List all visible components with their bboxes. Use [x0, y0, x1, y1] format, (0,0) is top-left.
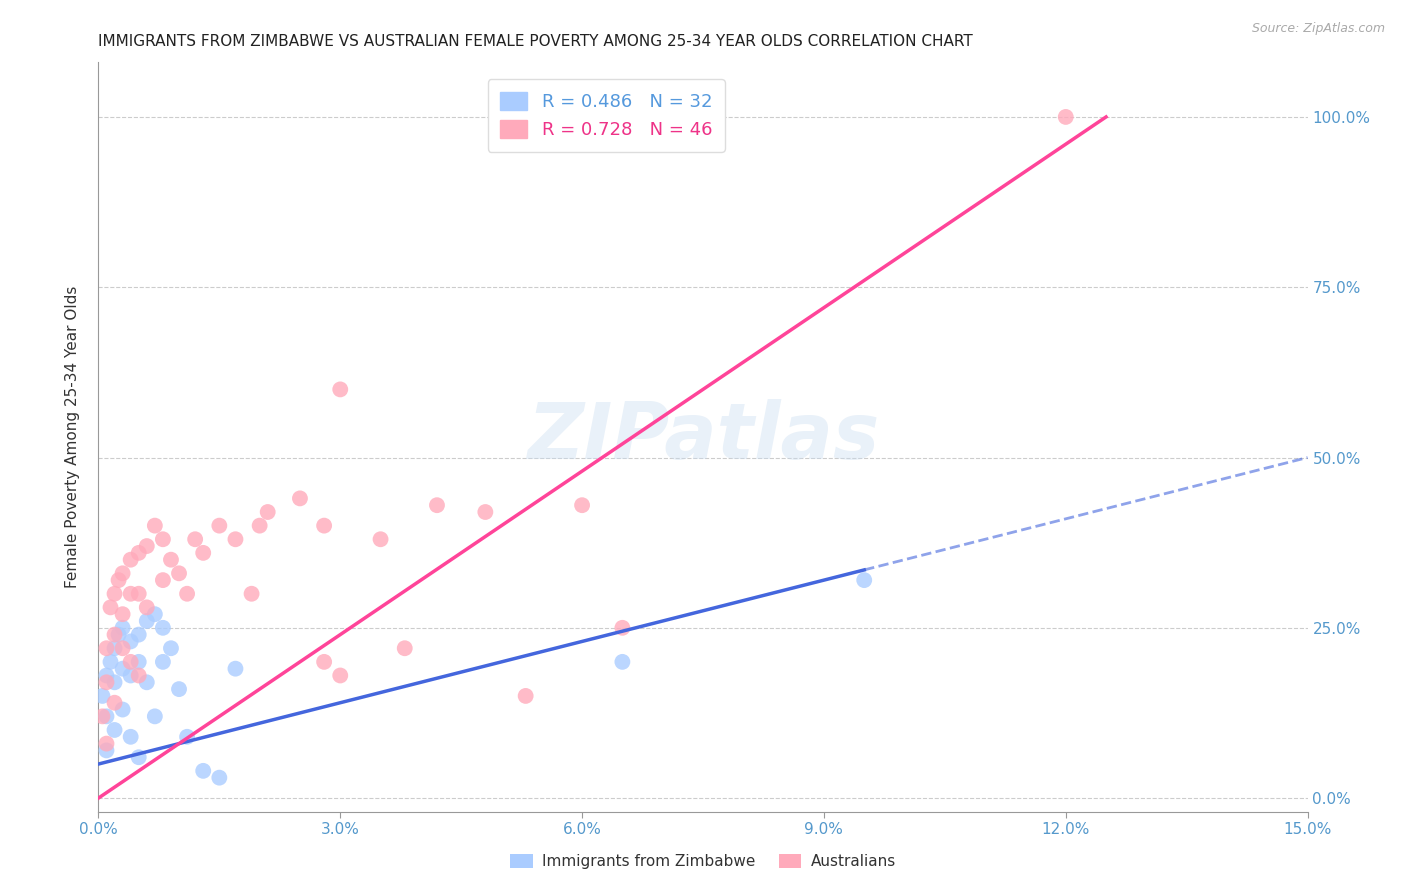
- Point: [111, 607, 134, 622]
- Point: [96, 641, 118, 656]
- Point: [128, 546, 150, 560]
- Point: [474, 505, 496, 519]
- Point: [100, 600, 122, 615]
- Point: [314, 518, 336, 533]
- Point: [394, 641, 416, 656]
- Text: Source: ZipAtlas.com: Source: ZipAtlas.com: [1251, 22, 1385, 36]
- Point: [152, 621, 174, 635]
- Point: [135, 539, 157, 553]
- Point: [143, 709, 166, 723]
- Point: [571, 498, 593, 512]
- Text: IMMIGRANTS FROM ZIMBABWE VS AUSTRALIAN FEMALE POVERTY AMONG 25-34 YEAR OLDS CORR: IMMIGRANTS FROM ZIMBABWE VS AUSTRALIAN F…: [98, 34, 973, 49]
- Point: [120, 668, 142, 682]
- Point: [515, 689, 537, 703]
- Point: [135, 675, 157, 690]
- Point: [288, 491, 311, 506]
- Point: [176, 730, 198, 744]
- Point: [103, 627, 125, 641]
- Point: [128, 668, 150, 682]
- Legend: Immigrants from Zimbabwe, Australians: Immigrants from Zimbabwe, Australians: [503, 848, 903, 875]
- Point: [103, 675, 125, 690]
- Point: [135, 614, 157, 628]
- Point: [120, 634, 142, 648]
- Point: [176, 587, 198, 601]
- Point: [184, 533, 207, 547]
- Point: [96, 743, 118, 757]
- Point: [111, 662, 134, 676]
- Point: [96, 709, 118, 723]
- Point: [91, 689, 114, 703]
- Point: [224, 533, 246, 547]
- Point: [208, 771, 231, 785]
- Point: [612, 621, 634, 635]
- Point: [135, 600, 157, 615]
- Point: [103, 587, 125, 601]
- Point: [128, 655, 150, 669]
- Point: [111, 621, 134, 635]
- Y-axis label: Female Poverty Among 25-34 Year Olds: Female Poverty Among 25-34 Year Olds: [65, 286, 80, 588]
- Point: [96, 675, 118, 690]
- Point: [240, 587, 263, 601]
- Point: [91, 709, 114, 723]
- Point: [143, 518, 166, 533]
- Point: [612, 655, 634, 669]
- Point: [111, 566, 134, 581]
- Point: [314, 655, 336, 669]
- Point: [329, 668, 352, 682]
- Point: [103, 696, 125, 710]
- Point: [111, 641, 134, 656]
- Point: [167, 682, 190, 697]
- Point: [128, 587, 150, 601]
- Point: [160, 641, 183, 656]
- Point: [152, 573, 174, 587]
- Point: [103, 641, 125, 656]
- Point: [107, 573, 129, 587]
- Point: [128, 750, 150, 764]
- Point: [120, 730, 142, 744]
- Point: [256, 505, 278, 519]
- Point: [160, 552, 183, 566]
- Point: [329, 383, 352, 397]
- Point: [120, 552, 142, 566]
- Point: [224, 662, 246, 676]
- Point: [120, 587, 142, 601]
- Point: [193, 764, 215, 778]
- Point: [208, 518, 231, 533]
- Point: [193, 546, 215, 560]
- Text: ZIPatlas: ZIPatlas: [527, 399, 879, 475]
- Point: [111, 702, 134, 716]
- Point: [426, 498, 449, 512]
- Point: [1054, 110, 1077, 124]
- Point: [143, 607, 166, 622]
- Point: [96, 737, 118, 751]
- Point: [107, 627, 129, 641]
- Point: [249, 518, 271, 533]
- Point: [152, 655, 174, 669]
- Point: [120, 655, 142, 669]
- Point: [167, 566, 190, 581]
- Point: [96, 668, 118, 682]
- Legend: R = 0.486   N = 32, R = 0.728   N = 46: R = 0.486 N = 32, R = 0.728 N = 46: [488, 79, 725, 152]
- Point: [853, 573, 876, 587]
- Point: [103, 723, 125, 737]
- Point: [152, 533, 174, 547]
- Point: [128, 627, 150, 641]
- Point: [100, 655, 122, 669]
- Point: [370, 533, 392, 547]
